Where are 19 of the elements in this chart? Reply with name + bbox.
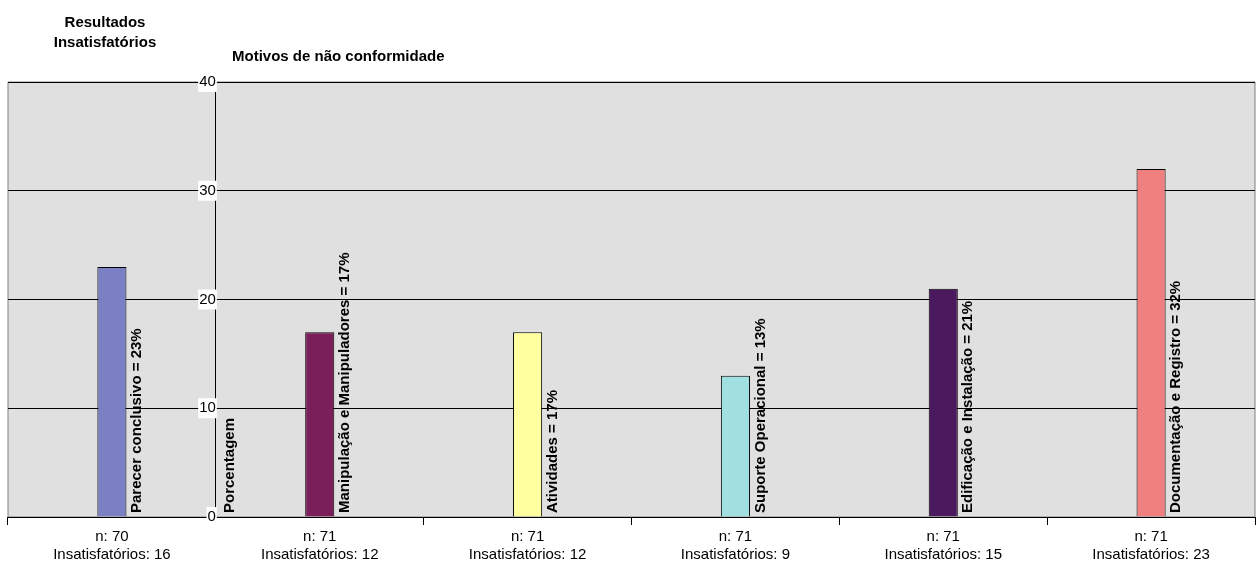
text: Resultados Insatisfatórios	[52, 12, 158, 52]
y-tick-label: 10	[199, 398, 216, 416]
x-tick-label: n: 71 Insatisfatórios: 12	[260, 527, 379, 563]
x-tick-label: n: 71 Insatisfatórios: 12	[468, 527, 587, 563]
chart-title: Motivos de não conformidade	[232, 47, 445, 64]
y-tick-label: 0	[207, 507, 216, 525]
y-axis-title: Porcentagem	[220, 417, 238, 513]
data-label: Manipulação e Manipuladores = 17%	[334, 252, 352, 513]
x-tick-label: n: 71 Insatisfatórios: 23	[1092, 527, 1210, 563]
data-label: Edificação e Instalação = 21%	[958, 300, 976, 513]
x-tick-label: n: 70 Insatisfatórios: 16	[53, 527, 171, 563]
data-label: Parecer conclusivo = 23%	[127, 328, 145, 513]
data-label: Documentação e Registro = 32%	[1166, 280, 1184, 513]
y-tick-label: 30	[199, 180, 216, 198]
data-label: Suporte Operacional = 13%	[750, 318, 768, 513]
y-tick-label: 20	[199, 289, 216, 307]
y-tick-label: 40	[199, 72, 216, 90]
x-tick-label: n: 71 Insatisfatórios: 15	[884, 527, 1003, 563]
x-tick-label: n: 71 Insatisfatórios: 9	[680, 527, 791, 563]
